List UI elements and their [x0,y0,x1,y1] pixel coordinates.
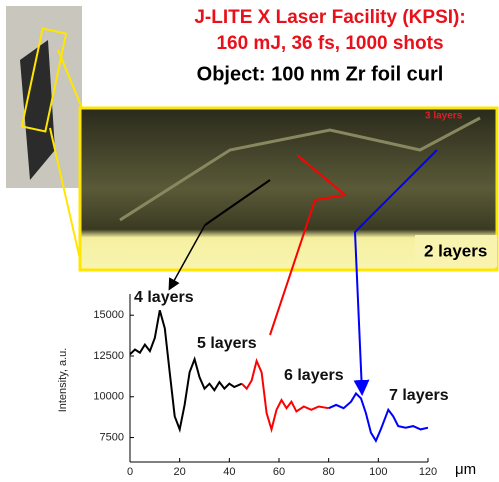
x-tick-label: 0 [127,466,133,478]
annotation: 4 layers [134,289,194,306]
annotation: 6 layers [284,367,344,384]
y-axis-label: Intensity, a.u. [57,348,69,413]
title-line-3: Object: 100 nm Zr foil curl [197,63,444,85]
x-tick-label: 80 [323,466,335,478]
x-tick-label: 60 [273,466,285,478]
x-tick-label: 20 [174,466,186,478]
x-unit: μm [455,461,476,478]
title-line-2: 160 mJ, 36 fs, 1000 shots [216,33,443,54]
annotation: 7 layers [389,387,449,404]
x-tick-label: 100 [369,466,387,478]
title-line-1: J-LITE X Laser Facility (KPSI): [194,7,465,28]
x-tick-label: 40 [223,466,235,478]
y-tick-label: 12500 [93,350,124,362]
image-label: 2 layers [424,241,487,260]
image-label: 3 layers [425,111,463,122]
y-tick-label: 7500 [100,431,124,443]
figure: J-LITE X Laser Facility (KPSI): 160 mJ, … [0,0,499,482]
y-tick-label: 10000 [93,391,124,403]
x-tick-label: 120 [419,466,437,478]
data-line [130,310,242,429]
annotation: 5 layers [197,335,257,352]
y-tick-label: 15000 [93,309,124,321]
